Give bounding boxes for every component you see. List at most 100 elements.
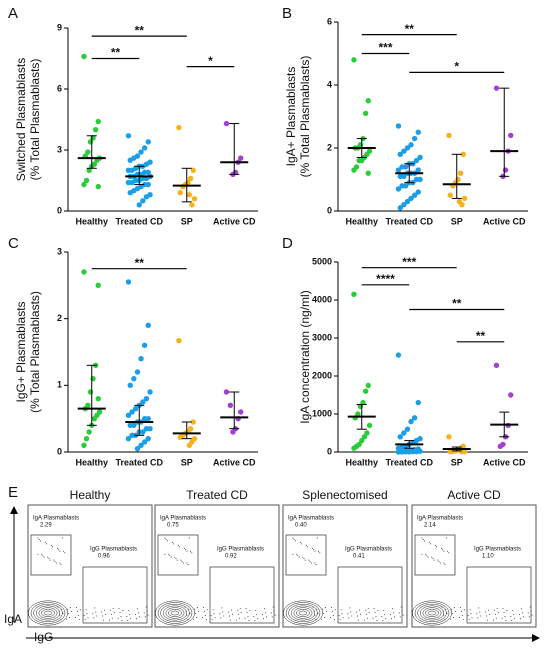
event bbox=[292, 553, 294, 555]
event bbox=[323, 612, 325, 614]
x-tick-label: Healthy bbox=[345, 216, 378, 226]
event bbox=[94, 607, 96, 609]
event bbox=[214, 617, 216, 619]
event bbox=[120, 615, 122, 617]
igg-gate bbox=[209, 566, 275, 624]
event bbox=[176, 559, 178, 561]
event bbox=[442, 549, 444, 551]
event bbox=[111, 617, 113, 619]
event bbox=[384, 614, 386, 616]
event bbox=[492, 619, 494, 621]
event bbox=[128, 610, 130, 612]
event bbox=[62, 612, 64, 614]
data-point bbox=[143, 395, 150, 402]
event bbox=[317, 612, 319, 614]
event bbox=[373, 607, 375, 609]
significance-label: ** bbox=[135, 23, 145, 37]
y-axis-label: (% Total Plasmablasts) bbox=[28, 59, 42, 181]
x-tick-label: Treated CD bbox=[385, 457, 433, 467]
event bbox=[244, 617, 246, 619]
event bbox=[296, 553, 298, 555]
event bbox=[432, 558, 434, 560]
x-tick-label: Active CD bbox=[483, 216, 526, 226]
event bbox=[270, 612, 272, 614]
x-tick-label: Treated CD bbox=[115, 216, 163, 226]
y-tick-label: 3000 bbox=[312, 332, 332, 342]
event bbox=[350, 611, 352, 613]
y-tick-label: 0 bbox=[57, 446, 62, 456]
event bbox=[531, 614, 533, 616]
data-point bbox=[86, 167, 92, 174]
gate-value: 0.92 bbox=[225, 554, 237, 560]
event bbox=[324, 616, 326, 618]
event bbox=[103, 619, 105, 621]
event bbox=[144, 616, 146, 618]
iga-gate bbox=[30, 534, 72, 576]
event bbox=[392, 612, 394, 614]
event bbox=[186, 550, 188, 552]
data-point bbox=[95, 395, 101, 402]
event bbox=[520, 608, 522, 610]
data-point bbox=[395, 449, 402, 455]
data-point bbox=[413, 157, 420, 164]
data-point bbox=[395, 186, 402, 192]
event bbox=[121, 620, 123, 622]
data-point bbox=[360, 399, 366, 406]
event bbox=[393, 616, 395, 618]
data-point bbox=[415, 129, 421, 135]
x-tick-label: Active CD bbox=[483, 457, 526, 467]
significance-label: ** bbox=[452, 297, 462, 311]
event bbox=[519, 618, 521, 620]
event bbox=[302, 556, 304, 558]
data-point bbox=[129, 432, 135, 439]
event bbox=[304, 559, 306, 561]
event bbox=[136, 608, 138, 610]
event bbox=[220, 617, 222, 619]
contour bbox=[425, 609, 439, 617]
event bbox=[436, 546, 438, 548]
event bbox=[219, 613, 221, 615]
data-point bbox=[395, 352, 402, 358]
event bbox=[240, 611, 242, 613]
gate-label: IgG Plasmablasts bbox=[474, 547, 521, 553]
event bbox=[60, 564, 62, 566]
event bbox=[440, 547, 442, 549]
data-point bbox=[457, 170, 464, 176]
event bbox=[254, 620, 256, 622]
contour bbox=[155, 600, 195, 626]
event bbox=[104, 613, 106, 615]
event bbox=[294, 540, 296, 542]
y-tick-label: 3 bbox=[57, 246, 62, 256]
event bbox=[263, 608, 265, 610]
event bbox=[239, 607, 241, 609]
data-point bbox=[127, 382, 133, 389]
data-point bbox=[351, 57, 357, 63]
event bbox=[186, 614, 188, 616]
data-point bbox=[127, 190, 133, 196]
data-point bbox=[397, 205, 403, 211]
event bbox=[470, 613, 472, 615]
event bbox=[368, 611, 370, 613]
y-axis-label: IgA bbox=[4, 612, 22, 626]
event bbox=[109, 609, 111, 611]
event bbox=[164, 537, 166, 539]
event bbox=[223, 615, 225, 617]
data-point bbox=[411, 192, 418, 198]
data-point bbox=[404, 198, 411, 205]
significance-label: * bbox=[454, 60, 459, 74]
contour bbox=[296, 609, 310, 617]
data-point bbox=[366, 422, 373, 429]
x-tick-label: Active CD bbox=[213, 216, 256, 226]
significance-label: ** bbox=[111, 46, 121, 60]
event bbox=[185, 610, 187, 612]
event bbox=[301, 543, 303, 545]
event bbox=[315, 564, 317, 566]
event bbox=[325, 606, 327, 608]
event bbox=[129, 614, 131, 616]
event bbox=[480, 615, 482, 617]
x-tick-label: SP bbox=[181, 216, 193, 226]
event bbox=[274, 614, 276, 616]
significance-label: *** bbox=[378, 41, 392, 55]
event bbox=[189, 612, 191, 614]
y-tick-label: 2 bbox=[57, 313, 62, 323]
